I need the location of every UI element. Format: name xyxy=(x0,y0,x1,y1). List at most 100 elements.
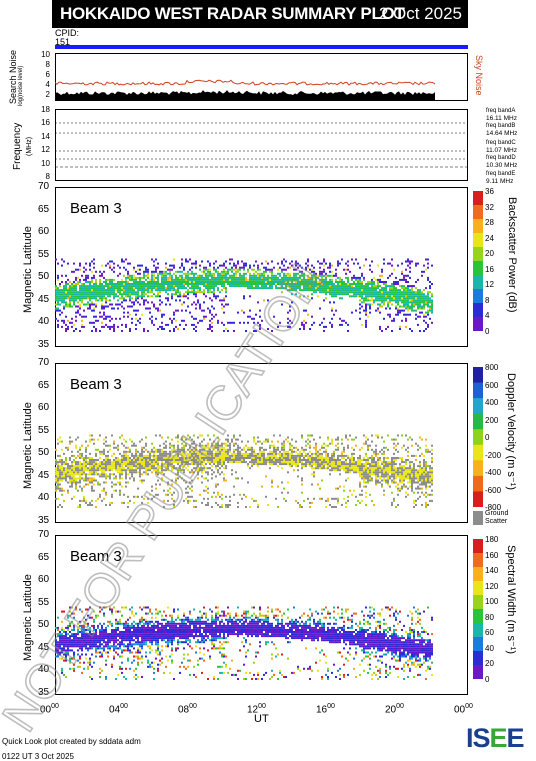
noise-ytick: 6 xyxy=(45,70,50,79)
freq-band-label: freq bandC xyxy=(486,140,516,146)
colorbar-tick: 40 xyxy=(485,643,494,653)
ground-scatter-swatch xyxy=(473,511,483,525)
panel-ytick: 45 xyxy=(38,469,50,481)
noise-ytick: 4 xyxy=(45,80,50,89)
panel-ytick: 40 xyxy=(38,316,50,327)
x-tick-hour: 16 xyxy=(316,704,328,716)
colorbar-label: Spectral Width (m s⁻¹) xyxy=(505,545,517,655)
beam-label: Beam 3 xyxy=(70,376,122,393)
x-tick-hour: 04 xyxy=(109,704,121,716)
freq-band-value: 16.11 MHz xyxy=(486,115,517,122)
colorbar-tick: 120 xyxy=(485,581,499,591)
freq-band-label: freq bandE xyxy=(486,171,516,177)
panel-ytick: 50 xyxy=(38,447,50,458)
panel-ytick: 35 xyxy=(38,338,50,350)
noise-ylabel-sub: log(noise level) xyxy=(18,65,24,106)
colorbar-tick: 80 xyxy=(485,612,494,622)
plot-title: HOKKAIDO WEST RADAR SUMMARY PLOT xyxy=(60,4,405,23)
sky-noise-label: Sky Noise xyxy=(474,55,484,96)
colorbar xyxy=(473,367,483,507)
x-tick-minute: 00 xyxy=(465,703,473,710)
colorbar-tick: 200 xyxy=(485,415,499,425)
colorbar-tick: 28 xyxy=(485,218,494,228)
panel-ytick: 65 xyxy=(38,203,50,215)
x-tick-minute: 00 xyxy=(51,703,59,710)
beam-label: Beam 3 xyxy=(70,548,122,565)
freq-band-label: freq bandA xyxy=(486,108,516,114)
x-tick-hour: 00 xyxy=(40,704,52,716)
x-axis: 0000 0400 0800 1200 1600 2000 0000 xyxy=(40,703,480,733)
panel-plot xyxy=(55,363,468,523)
colorbar-tick: 32 xyxy=(485,202,494,212)
panel-ytick: 60 xyxy=(38,574,50,585)
panel-plot xyxy=(55,187,468,347)
cpid-value: 151 xyxy=(55,37,71,47)
title-bar: HOKKAIDO WEST RADAR SUMMARY PLOT 2 Oct 2… xyxy=(52,0,468,28)
freq-band-value: 9.11 MHz xyxy=(486,178,514,185)
x-tick-minute: 00 xyxy=(189,703,197,710)
beam-label: Beam 3 xyxy=(70,200,122,217)
panel-ylabel: Magnetic Latitude xyxy=(22,402,34,489)
freq-band-value: 10.30 MHz xyxy=(486,162,518,169)
colorbar-tick: 20 xyxy=(485,249,494,259)
freq-ytick: 18 xyxy=(41,105,50,114)
colorbar-tick: 4 xyxy=(485,311,490,321)
freq-ytick: 10 xyxy=(41,158,50,168)
noise-ytick: 8 xyxy=(45,60,50,69)
freq-ytick: 16 xyxy=(41,118,50,128)
x-axis-label: UT xyxy=(254,713,269,725)
colorbar-tick: 60 xyxy=(485,628,494,638)
x-tick: 1200 xyxy=(247,703,266,715)
ground-scatter-label: Ground Scatter xyxy=(485,510,509,525)
panel-ytick: 50 xyxy=(38,619,50,630)
panel-ylabel: Magnetic Latitude xyxy=(22,226,34,313)
panel-ytick: 60 xyxy=(38,402,50,413)
noise-ytick: 2 xyxy=(45,90,50,99)
colorbar-tick: 140 xyxy=(485,566,499,576)
panel-ytick: 45 xyxy=(38,641,50,653)
colorbar-tick: 0 xyxy=(485,327,490,336)
panel-ytick: 45 xyxy=(38,293,50,305)
freq-band-labels: freq bandA 16.11 MHz freq bandB 14.64 MHz fr… xyxy=(472,108,536,188)
colorbar-tick: 100 xyxy=(485,597,499,607)
panel-ytick: 40 xyxy=(38,492,50,503)
noise-ytick: 10 xyxy=(41,50,50,59)
colorbar-tick: 160 xyxy=(485,550,499,560)
plot-date: 2 Oct 2025 xyxy=(378,4,462,23)
panel-ytick: 70 xyxy=(38,357,50,368)
x-tick: 2000 xyxy=(385,703,404,715)
colorbar-tick: 180 xyxy=(485,535,499,544)
x-tick: 0400 xyxy=(109,703,128,715)
colorbar-tick: -600 xyxy=(485,485,502,495)
panel-ytick: 55 xyxy=(38,424,50,436)
frequency-plot xyxy=(55,109,468,181)
x-tick-minute: 00 xyxy=(120,703,128,710)
panel-ytick: 40 xyxy=(38,664,50,675)
x-tick: 0800 xyxy=(178,703,197,715)
colorbar-tick: 0 xyxy=(485,675,490,684)
noise-plot xyxy=(55,53,468,101)
colorbar-tick: 12 xyxy=(485,280,494,290)
footer-timestamp: 0122 UT 3 Oct 2025 xyxy=(2,752,74,761)
x-tick-minute: 00 xyxy=(327,703,335,710)
panel-ytick: 70 xyxy=(38,181,50,192)
panel-ylabel: Magnetic Latitude xyxy=(22,574,34,661)
noise-ylabel: Search Noise xyxy=(8,49,18,104)
colorbar-tick: -400 xyxy=(485,468,502,477)
colorbar-tick: 24 xyxy=(485,233,494,243)
panel-ytick: 70 xyxy=(38,529,50,540)
cpid-label: CPID: xyxy=(55,28,80,38)
colorbar-label: Backscatter Power (dB) xyxy=(506,197,518,313)
x-tick-hour: 20 xyxy=(385,704,397,716)
colorbar-tick: 8 xyxy=(485,295,490,305)
freq-ylabel: Frequency xyxy=(12,122,23,170)
panel-ytick: 55 xyxy=(38,596,50,608)
x-tick: 1600 xyxy=(316,703,335,715)
x-tick-hour: 08 xyxy=(178,704,190,716)
x-tick: 0000 xyxy=(40,703,59,715)
panel-ytick: 65 xyxy=(38,379,50,391)
x-tick-hour: 00 xyxy=(454,704,466,716)
panel-ytick: 35 xyxy=(38,514,50,526)
cpid-block: CPID: 151 xyxy=(55,29,79,47)
colorbar xyxy=(473,191,483,331)
